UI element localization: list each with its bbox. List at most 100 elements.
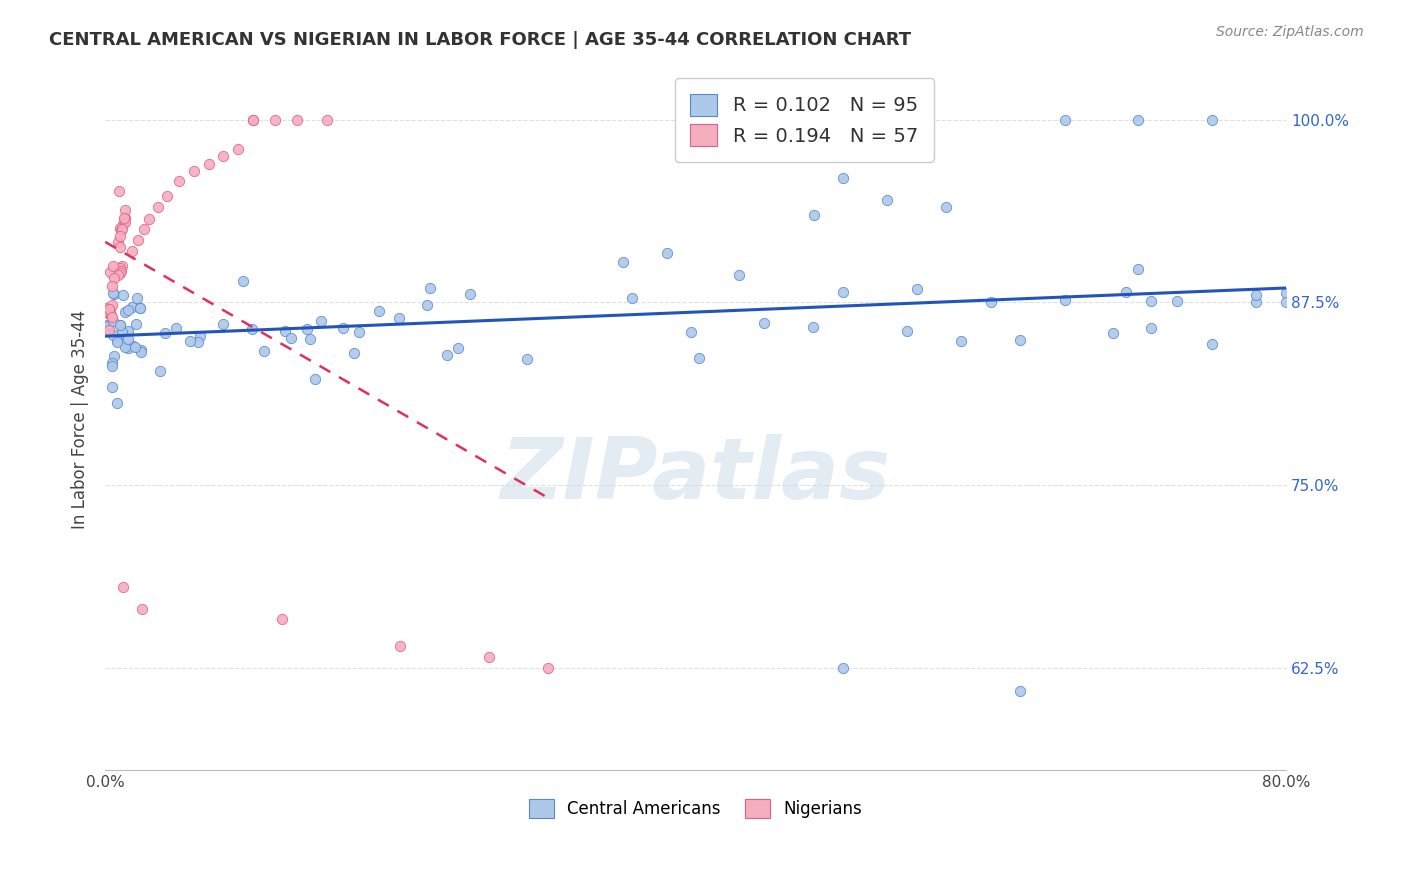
Point [114, 340, 136, 354]
Point [688, 351, 710, 365]
Point [242, 112, 264, 127]
Point [1201, 112, 1223, 127]
Point [101, 310, 124, 324]
Point [96, 301, 118, 316]
Point [117, 302, 139, 317]
Point [232, 274, 254, 288]
Point [803, 208, 825, 222]
Point [100, 308, 122, 322]
Point [111, 222, 134, 236]
Point [97, 318, 120, 333]
Point [103, 286, 125, 301]
Point [478, 650, 501, 665]
Point [264, 112, 287, 127]
Point [343, 346, 366, 360]
Point [458, 286, 481, 301]
Point [149, 364, 172, 378]
Point [1140, 293, 1163, 308]
Point [100, 297, 122, 311]
Point [138, 212, 160, 227]
Point [117, 332, 139, 346]
Point [212, 149, 235, 163]
Point [516, 351, 538, 366]
Point [97, 323, 120, 337]
Point [436, 348, 458, 362]
Point [1102, 326, 1125, 340]
Point [112, 211, 135, 226]
Point [111, 259, 134, 273]
Point [110, 229, 132, 244]
Point [980, 295, 1002, 310]
Point [801, 319, 824, 334]
Point [97, 306, 120, 320]
Point [121, 301, 143, 315]
Point [132, 222, 155, 236]
Point [97, 301, 120, 316]
Point [1275, 285, 1298, 300]
Point [315, 112, 337, 127]
Point [165, 320, 187, 334]
Point [100, 279, 122, 293]
Point [129, 345, 152, 359]
Point [114, 211, 136, 225]
Point [103, 349, 125, 363]
Point [110, 264, 132, 278]
Point [935, 200, 957, 214]
Text: CENTRAL AMERICAN VS NIGERIAN IN LABOR FORCE | AGE 35-44 CORRELATION CHART: CENTRAL AMERICAN VS NIGERIAN IN LABOR FO… [49, 31, 911, 49]
Point [298, 333, 321, 347]
Point [98, 301, 121, 316]
Point [108, 266, 131, 280]
Point [832, 661, 855, 675]
Point [1053, 293, 1076, 307]
Point [679, 325, 702, 339]
Point [1010, 684, 1032, 698]
Point [271, 612, 294, 626]
Point [280, 330, 302, 344]
Point [156, 188, 179, 202]
Point [1275, 295, 1298, 310]
Point [125, 317, 148, 331]
Point [389, 639, 412, 653]
Point [110, 223, 132, 237]
Point [98, 265, 121, 279]
Point [121, 244, 143, 259]
Point [103, 286, 125, 301]
Point [188, 329, 211, 343]
Point [304, 372, 326, 386]
Point [274, 324, 297, 338]
Point [226, 142, 249, 156]
Text: ZIPatlas: ZIPatlas [501, 434, 891, 516]
Point [242, 321, 264, 335]
Point [103, 271, 125, 285]
Point [96, 305, 118, 319]
Point [1053, 112, 1076, 127]
Point [728, 268, 751, 282]
Point [108, 318, 131, 332]
Point [832, 171, 855, 186]
Point [832, 285, 855, 299]
Point [896, 324, 918, 338]
Point [121, 339, 143, 353]
Point [105, 333, 128, 347]
Point [309, 314, 332, 328]
Point [108, 318, 131, 333]
Point [621, 291, 644, 305]
Point [655, 246, 678, 260]
Point [114, 202, 136, 217]
Legend: Central Americans, Nigerians: Central Americans, Nigerians [522, 793, 869, 825]
Point [105, 334, 128, 349]
Point [97, 306, 120, 320]
Text: Source: ZipAtlas.com: Source: ZipAtlas.com [1216, 25, 1364, 39]
Point [101, 314, 124, 328]
Point [107, 268, 129, 282]
Point [107, 235, 129, 249]
Point [114, 305, 136, 319]
Point [167, 174, 190, 188]
Point [1010, 333, 1032, 347]
Point [111, 217, 134, 231]
Point [388, 310, 411, 325]
Point [295, 322, 318, 336]
Point [117, 325, 139, 339]
Point [1246, 288, 1268, 302]
Point [129, 301, 152, 315]
